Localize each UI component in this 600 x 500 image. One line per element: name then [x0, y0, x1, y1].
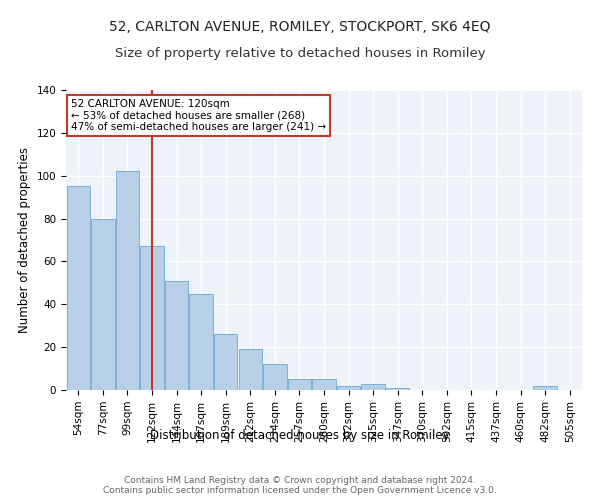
Text: Contains HM Land Registry data © Crown copyright and database right 2024.
Contai: Contains HM Land Registry data © Crown c… — [103, 476, 497, 495]
Bar — [67, 186, 90, 390]
Bar — [190, 294, 213, 390]
Bar — [386, 388, 409, 390]
Y-axis label: Number of detached properties: Number of detached properties — [18, 147, 31, 333]
Bar — [91, 218, 115, 390]
Bar — [214, 334, 238, 390]
Bar — [288, 380, 311, 390]
Text: 52 CARLTON AVENUE: 120sqm
← 53% of detached houses are smaller (268)
47% of semi: 52 CARLTON AVENUE: 120sqm ← 53% of detac… — [71, 99, 326, 132]
Bar — [313, 380, 335, 390]
Bar — [116, 172, 139, 390]
Bar — [533, 386, 557, 390]
Text: 52, CARLTON AVENUE, ROMILEY, STOCKPORT, SK6 4EQ: 52, CARLTON AVENUE, ROMILEY, STOCKPORT, … — [109, 20, 491, 34]
Text: Size of property relative to detached houses in Romiley: Size of property relative to detached ho… — [115, 48, 485, 60]
Text: Distribution of detached houses by size in Romiley: Distribution of detached houses by size … — [150, 428, 450, 442]
Bar — [239, 350, 262, 390]
Bar — [361, 384, 385, 390]
Bar — [165, 280, 188, 390]
Bar — [263, 364, 287, 390]
Bar — [337, 386, 360, 390]
Bar — [140, 246, 164, 390]
